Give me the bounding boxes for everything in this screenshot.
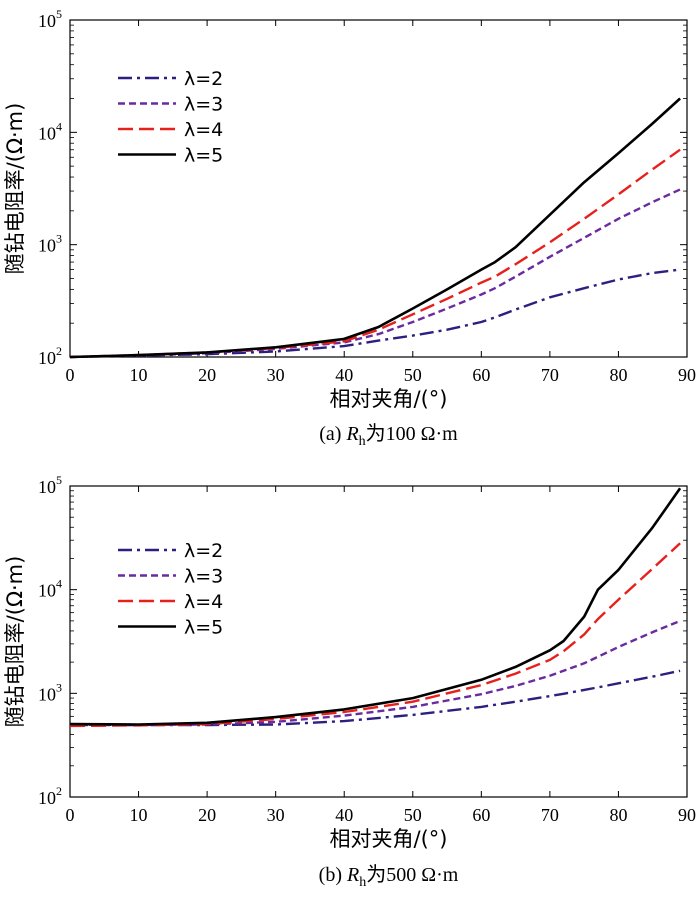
x-tick-label: 90 [678,805,696,825]
x-tick-label: 90 [678,365,696,385]
x-tick-label: 0 [66,365,75,385]
y-axis-label: 随钻电阻率/(Ω·m) [3,103,27,275]
legend-label: λ=4 [184,591,223,613]
legend: λ=2 λ=3 λ=4 λ=5 [118,68,223,167]
x-tick-label: 60 [472,805,490,825]
x-tick-label: 70 [541,805,559,825]
y-tick-label: 102 [38,784,62,808]
legend-label: λ=4 [184,119,223,141]
y-tick-label: 105 [38,7,62,31]
x-tick-label: 10 [130,365,148,385]
legend-label: λ=5 [184,617,223,639]
series-line-lambda3 [70,619,681,727]
x-tick-label: 60 [472,365,490,385]
x-tick-label: 20 [198,365,216,385]
plot-frame [69,485,688,798]
x-tick-label: 50 [404,365,422,385]
y-tick-label: 102 [38,344,62,368]
legend-label: λ=5 [184,145,223,167]
chart-caption: (b) Rh为500 Ω·m [319,863,459,890]
x-tick-label: 40 [335,365,353,385]
x-tick-label: 50 [404,805,422,825]
chart-caption: (a) Rh为100 Ω·m [319,422,458,449]
x-axis-label: 相对夹角/(°) [330,827,448,851]
x-tick-label: 80 [609,805,627,825]
x-axis-label: 相对夹角/(°) [330,387,448,411]
y-tick-label: 104 [38,119,62,143]
y-tick-label: 103 [38,680,62,704]
series-line-lambda4 [69,148,681,359]
x-tick-label: 0 [66,805,75,825]
legend-label: λ=3 [184,94,223,116]
y-tick-label: 104 [38,577,62,601]
plot-frame [69,19,688,358]
legend-label: λ=2 [184,540,223,562]
chart-panel-a: 0 10 20 30 40 50 60 70 80 90 102 103 104 105 λ=2 λ=3 λ=4… [3,7,696,449]
series-line-lambda5 [69,97,681,359]
series-line-lambda5 [69,487,682,726]
chart-panel-b: 0 10 20 30 40 50 60 70 80 90 102 103 104 105 λ=2 λ=3 λ=4… [3,473,696,890]
x-tick-label: 80 [609,365,627,385]
series-line-lambda4 [69,542,681,728]
legend-label: λ=2 [184,68,223,90]
y-tick-label: 103 [38,232,62,256]
x-tick-label: 30 [267,805,285,825]
series-line-lambda2 [69,268,681,359]
x-tick-label: 70 [541,365,559,385]
x-tick-label: 10 [130,805,148,825]
series-line-lambda2 [69,669,681,727]
x-tick-label: 20 [198,805,216,825]
legend-label: λ=3 [184,566,223,588]
x-tick-label: 40 [335,805,353,825]
x-tick-label: 30 [267,365,285,385]
y-tick-label: 105 [38,473,62,497]
y-axis-label: 随钻电阻率/(Ω·m) [3,556,27,728]
legend: λ=2 λ=3 λ=4 λ=5 [118,540,223,639]
